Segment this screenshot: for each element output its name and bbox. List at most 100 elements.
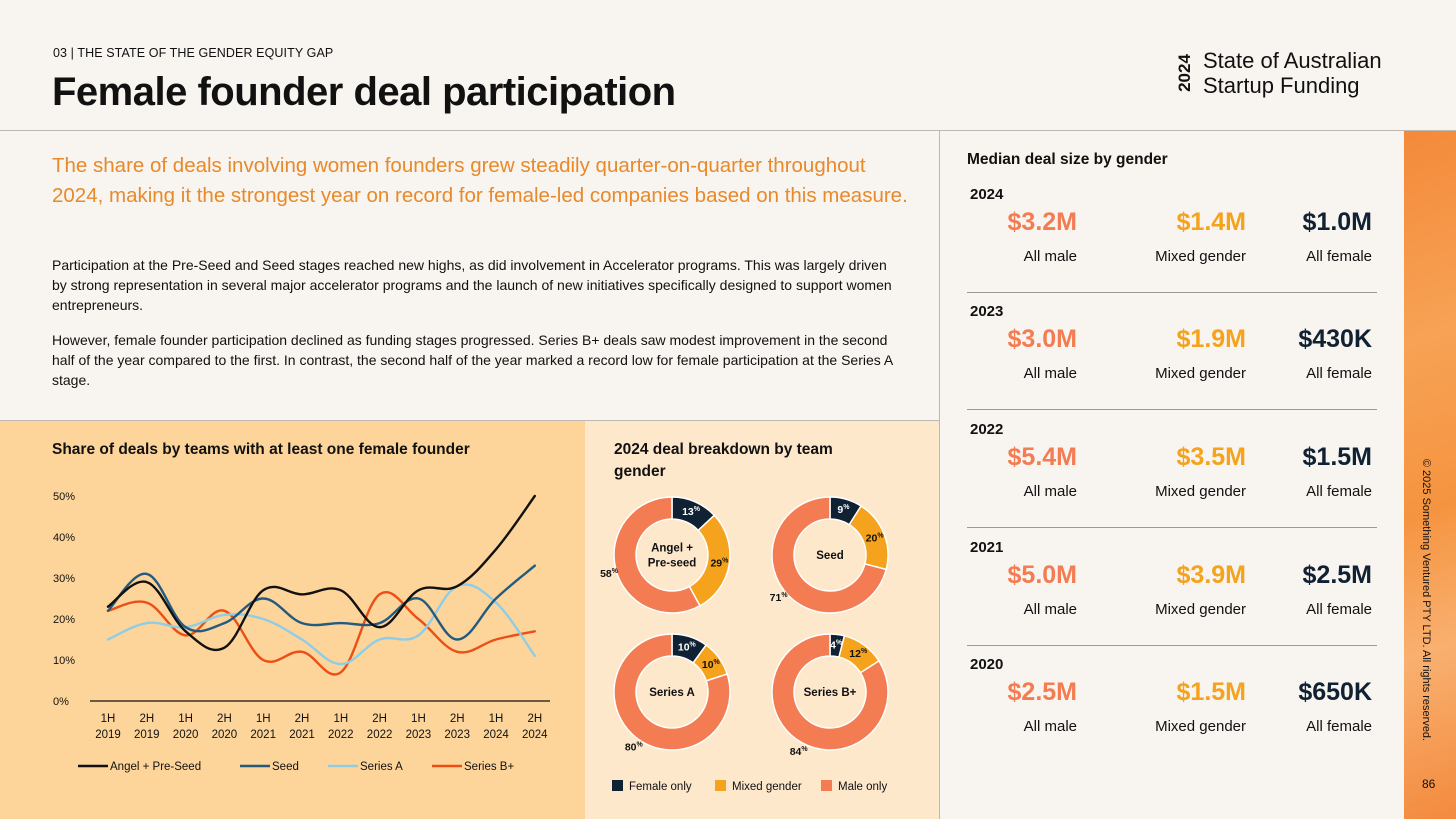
page-number: 86 <box>1422 777 1436 791</box>
x-tick-label-half: 1H <box>178 713 193 725</box>
series-line-angel-pre-seed <box>106 494 536 652</box>
year-block-2021: 2021 $5.0M $3.9M $2.5M All male Mixed gender A… <box>941 539 1404 657</box>
value-mixed-gender: $1.9M <box>1176 325 1246 353</box>
x-tick-label-half: 1H <box>101 713 116 725</box>
x-tick-label-half: 2H <box>217 713 232 725</box>
donut-legend-item: Female only <box>612 780 692 793</box>
series-line-seed <box>106 564 536 641</box>
legend-label: Angel + Pre-Seed <box>110 761 201 773</box>
x-tick-label-year: 2021 <box>289 729 315 741</box>
year-label: 2022 <box>970 421 1004 438</box>
year-label: 2020 <box>970 656 1004 673</box>
year-divider <box>967 645 1377 646</box>
legend-label: Seed <box>272 761 299 773</box>
donut-center-label: Seed <box>816 550 844 562</box>
x-tick-label-half: 1H <box>333 713 348 725</box>
lead-text: The share of deals involving women found… <box>52 154 908 207</box>
x-tick-label-year: 2020 <box>173 729 199 741</box>
value-mixed-gender: $1.5M <box>1176 678 1246 706</box>
x-tick-label-year: 2021 <box>250 729 276 741</box>
value-all-male: $5.0M <box>1007 561 1077 589</box>
value-all-female: $650K <box>1298 678 1372 706</box>
x-tick-label-half: 1H <box>489 713 504 725</box>
x-tick-label-year: 2019 <box>134 729 160 741</box>
x-tick-label-half: 1H <box>411 713 426 725</box>
y-tick-label: 0% <box>53 696 69 708</box>
donut-angel-pre-seed: 13%29%58%Angel +Pre-seed <box>600 496 731 614</box>
year-block-2023: 2023 $3.0M $1.9M $430K All male Mixed gender A… <box>941 303 1404 421</box>
legend-label: Female only <box>629 781 692 793</box>
x-tick-label-half: 2H <box>295 713 310 725</box>
median-deal-size-panel: Median deal size by gender 2024 $3.2M $1.4… <box>941 131 1404 819</box>
label-all-female: All female <box>1306 248 1372 265</box>
slice-label: 9% <box>837 504 850 516</box>
donut-charts: 13%29%58%Angel +Pre-seed9%20%71%Seed10%1… <box>600 496 889 793</box>
donut-series-b-: 4%12%84%Series B+ <box>771 633 889 758</box>
donut-legend-item: Male only <box>821 780 887 793</box>
donut-chart-title: 2024 deal breakdown by team gender <box>614 441 833 480</box>
value-all-female: $1.0M <box>1302 208 1372 236</box>
label-all-female: All female <box>1306 601 1372 618</box>
y-tick-label: 10% <box>53 655 75 667</box>
legend-item: Series B+ <box>432 761 514 773</box>
value-mixed-gender: $3.9M <box>1176 561 1246 589</box>
year-divider <box>967 292 1377 293</box>
x-tick-label-year: 2019 <box>95 729 121 741</box>
slice-male-only <box>771 633 889 751</box>
donut-chart-panel: 2024 deal breakdown by team gender 13% 29… <box>585 421 940 819</box>
series-line-series-b- <box>106 591 536 676</box>
donut-center-label: Series A <box>649 687 695 699</box>
value-mixed-gender: $1.4M <box>1176 208 1246 236</box>
year-label: 2023 <box>970 303 1004 320</box>
label-mixed-gender: Mixed gender <box>1155 248 1246 265</box>
donut-center-label: Angel + <box>651 543 693 555</box>
x-tick-label-half: 2H <box>372 713 387 725</box>
slice-label: 58% <box>600 568 619 580</box>
label-all-female: All female <box>1306 718 1372 735</box>
x-tick-label-year: 2023 <box>444 729 470 741</box>
legend-item: Seed <box>240 761 299 773</box>
value-all-male: $5.4M <box>1007 443 1077 471</box>
body-paragraph-2: However, female founder participation de… <box>52 332 893 388</box>
legend-swatch <box>821 780 832 791</box>
year-divider <box>967 409 1377 410</box>
slice-male-only <box>771 496 888 614</box>
brand-year: 2024 <box>1175 54 1194 92</box>
legend-item: Angel + Pre-Seed <box>78 761 201 773</box>
legend-label: Mixed gender <box>732 781 802 793</box>
legend-label: Series B+ <box>464 761 514 773</box>
year-label: 2024 <box>970 186 1004 203</box>
year-block-2024: 2024 $3.2M $1.4M $1.0M All male Mixed gender A… <box>941 186 1404 304</box>
value-all-male: $3.0M <box>1007 325 1077 353</box>
slice-label: 80% <box>625 742 644 754</box>
label-all-female: All female <box>1306 365 1372 382</box>
median-title: Median deal size by gender <box>967 151 1168 168</box>
x-tick-label-year: 2020 <box>212 729 238 741</box>
x-tick-label-year: 2022 <box>367 729 393 741</box>
legend-swatch <box>612 780 623 791</box>
page-header: 03 | THE STATE OF THE GENDER EQUITY GAP … <box>0 0 1456 131</box>
y-tick-label: 50% <box>53 491 75 503</box>
label-all-female: All female <box>1306 483 1372 500</box>
year-label: 2021 <box>970 539 1004 556</box>
legend-label: Male only <box>838 781 887 793</box>
label-all-male: All male <box>1023 718 1077 735</box>
y-tick-label: 20% <box>53 614 75 626</box>
section-kicker: 03 | THE STATE OF THE GENDER EQUITY GAP <box>53 46 334 60</box>
donut-center-label: Series B+ <box>804 687 857 699</box>
value-all-female: $430K <box>1298 325 1372 353</box>
label-all-male: All male <box>1023 248 1077 265</box>
legend-item: Series A <box>328 761 403 773</box>
value-all-female: $2.5M <box>1302 561 1372 589</box>
label-all-male: All male <box>1023 601 1077 618</box>
intro-section: The share of deals involving women found… <box>0 131 940 421</box>
body-paragraph-1: Participation at the Pre-Seed and Seed s… <box>52 257 892 313</box>
label-mixed-gender: Mixed gender <box>1155 718 1246 735</box>
year-block-2020: 2020 $2.5M $1.5M $650K All male Mixed gender A… <box>941 656 1404 774</box>
donut-seed: 9%20%71%Seed <box>770 496 889 614</box>
y-tick-label: 40% <box>53 532 75 544</box>
year-block-2022: 2022 $5.4M $3.5M $1.5M All male Mixed gender A… <box>941 421 1404 539</box>
x-tick-label-half: 1H <box>256 713 271 725</box>
slice-label: 71% <box>770 592 789 604</box>
page-title: Female founder deal participation <box>52 70 676 114</box>
